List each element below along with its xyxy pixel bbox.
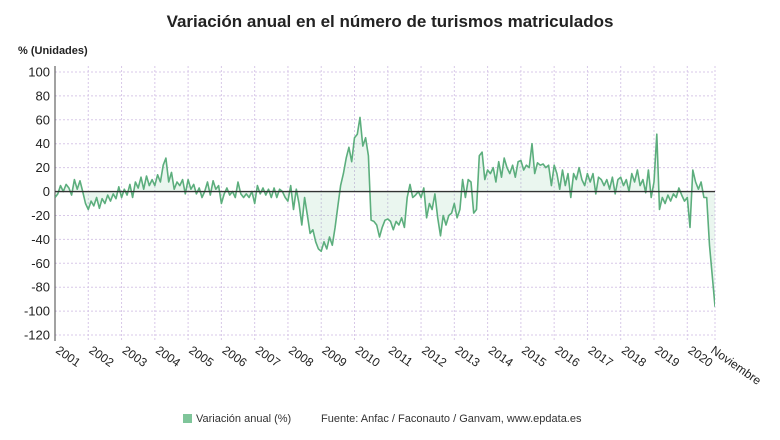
y-axis-ticks: 100 80 60 40 20 0 -20 -40 -60 -80 -100 -120	[24, 64, 50, 342]
y-tick-label: 80	[36, 88, 50, 103]
series-line	[55, 116, 715, 308]
x-tick-label: 2002	[87, 343, 117, 370]
x-tick-label: 2013	[453, 343, 483, 370]
y-tick-label: 100	[28, 64, 50, 79]
x-tick-label: 2008	[286, 343, 316, 370]
x-tick-label: 2019	[652, 343, 682, 370]
x-tick-label: 2012	[419, 343, 449, 370]
area-layer	[55, 116, 715, 308]
y-tick-label: 0	[43, 184, 50, 199]
legend-swatch	[183, 414, 192, 423]
x-tick-label: 2009	[319, 343, 349, 370]
source-note: Fuente: Anfac / Faconauto / Ganvam, www.…	[321, 413, 582, 425]
y-tick-label: -40	[31, 232, 50, 247]
x-tick-label: 2018	[619, 343, 649, 370]
legend-label: Variación anual (%)	[196, 413, 291, 425]
x-tick-label: 2014	[486, 343, 516, 370]
y-tick-label: 40	[36, 136, 50, 151]
x-tick-label: 2004	[153, 343, 183, 370]
x-tick-label: 2016	[552, 343, 582, 370]
y-axis-label: % (Unidades)	[18, 45, 88, 57]
series-area	[55, 117, 715, 307]
x-tick-label: 2015	[519, 343, 549, 370]
x-tick-label: 2001	[53, 343, 83, 370]
x-tick-label: 2003	[120, 343, 150, 370]
x-tick-label: 2005	[186, 343, 216, 370]
x-tick-label: Noviembre	[708, 343, 764, 388]
y-tick-label: -100	[24, 304, 50, 319]
x-tick-label: 2017	[586, 343, 616, 370]
x-tick-label: 2007	[253, 343, 283, 370]
x-axis-ticks: 2001 2002 2003 2004 2005 2006 2007 2008 2009 2010…	[53, 343, 764, 388]
x-tick-label: 2010	[353, 343, 383, 370]
y-tick-label: 20	[36, 160, 50, 175]
y-tick-label: -20	[31, 208, 50, 223]
y-tick-label: -80	[31, 280, 50, 295]
x-tick-label: 2006	[220, 343, 250, 370]
y-tick-label: 60	[36, 112, 50, 127]
x-tick-label: 2011	[386, 343, 415, 369]
y-tick-label: -120	[24, 328, 50, 343]
chart-title: Variación anual en el número de turismos…	[167, 12, 614, 31]
grid	[54, 66, 716, 341]
y-tick-label: -60	[31, 256, 50, 271]
